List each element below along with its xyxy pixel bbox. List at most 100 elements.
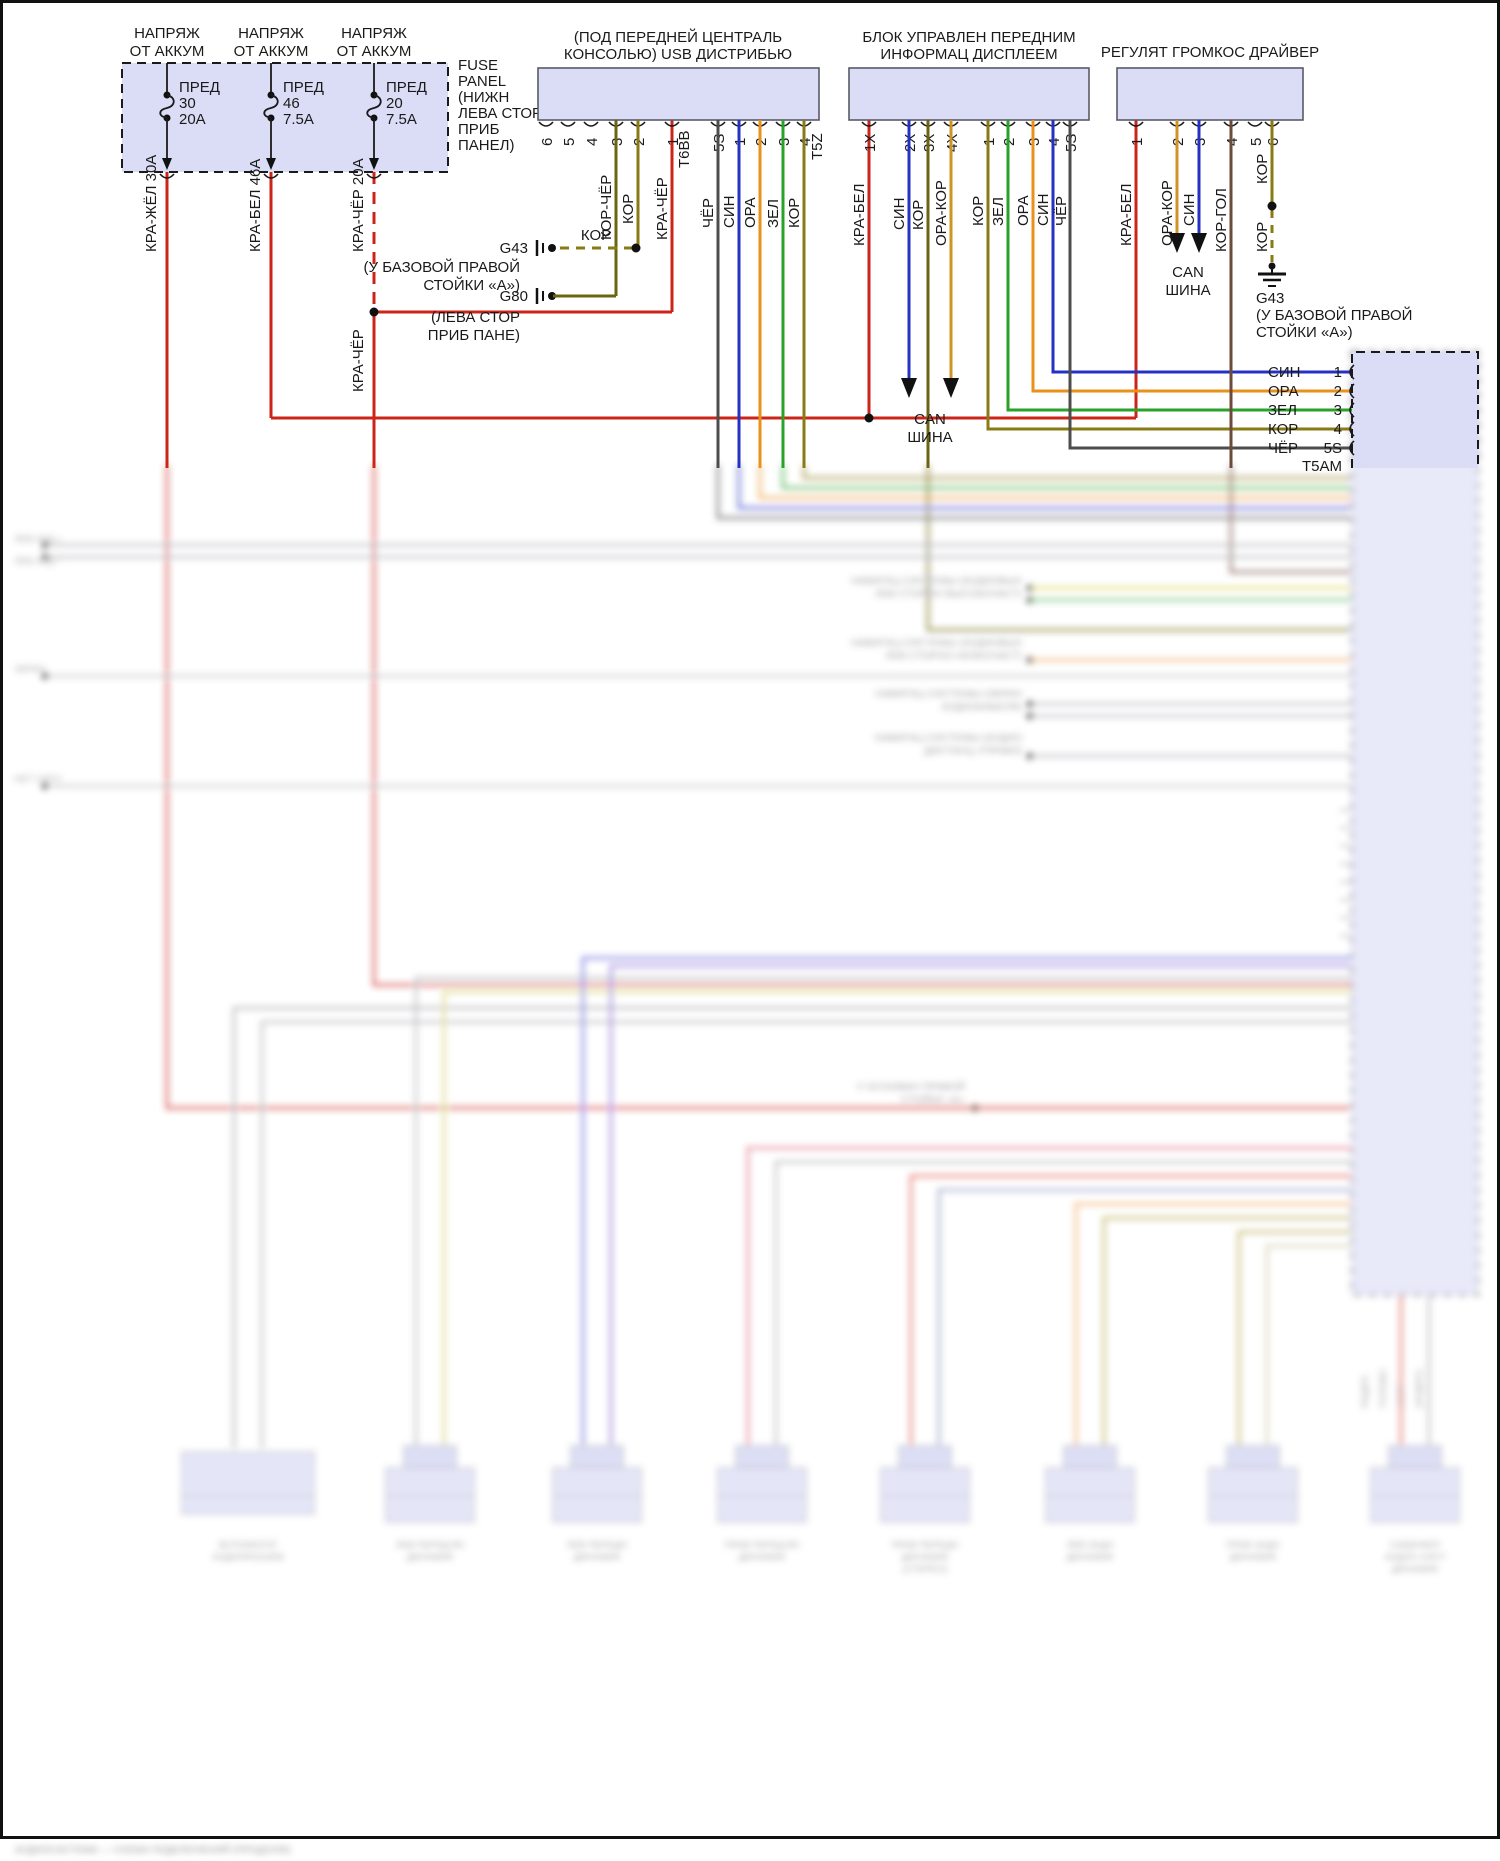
display-pin-1x: 1X [862, 134, 879, 152]
left-label-3: ЭКРАН [14, 664, 45, 675]
nav-label-4a: НАВИГАЦ СИСТЕМЫ (АУДИО [874, 732, 1022, 744]
svg-text:ДИНАМИК: ДИНАМИК [739, 1552, 786, 1563]
t5am-connector-box [1352, 352, 1478, 468]
svg-text:ДИНАМИК: ДИНАМИК [574, 1552, 621, 1563]
svg-text:АУДИО СИСТ: АУДИО СИСТ [1385, 1552, 1446, 1563]
battery-feed-label-2: НАПРЯЖ [238, 25, 304, 42]
fuse-symbols [159, 63, 382, 170]
usb-pin-5: 5 [561, 138, 578, 146]
display-control-title: БЛОК УПРАВЛЕН ПЕРЕДНИМ [862, 29, 1075, 46]
can-arrow-display-right [943, 378, 959, 398]
svg-text:ДИНАМИК: ДИНАМИК [1067, 1552, 1114, 1563]
wire-label-sin-2x: СИН [891, 198, 908, 230]
fuse-exit-ticks [159, 173, 382, 179]
battery-feed-label-1: НАПРЯЖ [134, 25, 200, 42]
svg-text:ПАНЕЛ): ПАНЕЛ) [458, 137, 514, 154]
wire-label-kra-bel-r1: КРА-БЕЛ [1118, 184, 1135, 246]
wire-label-kra-bel-1x: КРА-БЕЛ [851, 184, 868, 246]
svg-text:АУДИОРАЗЪЁМ: АУДИОРАЗЪЁМ [212, 1552, 284, 1563]
wire-label-ora-kor-4x: ОРА-КОР [933, 180, 950, 246]
watermark-text: АУДИОСИСТЕМА — СХЕМА ПОДКЛЮЧЕНИЙ (ПРОДОЛ… [15, 1843, 291, 1856]
g80-location: (ЛЕВА СТОР [431, 309, 520, 326]
svg-text:ДИНАМИК: ДИНАМИК [1230, 1552, 1277, 1563]
usb-pin-1: 1 [665, 138, 682, 146]
t5am-pin-5s: 5S [1324, 440, 1342, 457]
power-wires [165, 120, 1138, 468]
svg-text:(СТЕРЕО): (СТЕРЕО) [902, 1564, 947, 1575]
svg-text:ОТ АККУМ: ОТ АККУМ [130, 43, 205, 60]
wire-label-zel-d2: ЗЕЛ [990, 197, 1007, 226]
wire-label-ora-kor-r2: ОРА-КОР [1159, 180, 1176, 246]
t5am-wire-1: СИН [1268, 364, 1300, 381]
nav-label-1b: ЛЕВ СТОРОН ВЫСОКОЧАСТ) [875, 588, 1022, 600]
g80-name: G80 [500, 288, 528, 305]
left-label-4: НЕТ СИГН [14, 774, 61, 785]
main-unit-pin-stubs [1340, 809, 1352, 937]
svg-text:20А: 20А [179, 111, 206, 128]
wire-label-sin-d4: СИН [1035, 194, 1052, 226]
g43-left-location: (У БАЗОВОЙ ПРАВОЙ [364, 258, 520, 276]
wire-label-zel: ЗЕЛ [765, 199, 782, 228]
wire-label-kor-3x: КОР [910, 200, 927, 230]
wire-label-kor-cher: КОР-ЧЁР [598, 175, 615, 240]
left-signal-lines [41, 541, 1352, 790]
fuse-2-name: ПРЕД [283, 79, 324, 96]
t5am-wire-5s: ЧЁР [1268, 440, 1298, 457]
wire-label-cher-5s: ЧЁР [700, 198, 717, 228]
t5am-pin-ticks [1349, 364, 1355, 456]
main-unit-caption-4: (АУДИО) [1414, 1369, 1425, 1408]
svg-text:ДИНАМИК: ДИНАМИК [1392, 1564, 1439, 1575]
connector-6-label: ЛЕВ ЗАДН [1066, 1540, 1113, 1551]
wire-label-kor: КОР [620, 194, 637, 224]
connector-1-label: ВСПОМОГАТ [219, 1540, 278, 1551]
pillar-label-line1: У ОСНОВАН ПРАВОЙ [857, 1080, 965, 1093]
main-unit-caption-2: ГОЛОВН [1378, 1369, 1389, 1408]
can-arrow-regulator-left [1169, 233, 1185, 253]
svg-text:ОТ АККУМ: ОТ АККУМ [337, 43, 412, 60]
svg-text:PANEL: PANEL [458, 73, 506, 90]
svg-text:46: 46 [283, 95, 300, 112]
wire-label-ora: ОРА [742, 197, 759, 228]
fuse-panel-box [121, 62, 449, 173]
wire-label-kor-t5z: КОР [786, 198, 803, 228]
can-arrow-display-left [901, 378, 917, 398]
wire-label-ora-d3: ОРА [1015, 195, 1032, 226]
svg-text:СТОЙКИ «А»): СТОЙКИ «А») [1256, 323, 1353, 341]
wire-continuations [165, 465, 1352, 1110]
g43-right-name: G43 [1256, 290, 1284, 307]
nav-label-1a: НАВИГАЦ СИСТЕМЫ (АУДИОВЫХ [851, 575, 1022, 587]
svg-text:30: 30 [179, 95, 196, 112]
wire-label-kor-d1: КОР [970, 196, 987, 226]
wire-label-kra-cher-lower: КРА-ЧЁР [350, 329, 367, 392]
svg-text:20: 20 [386, 95, 403, 112]
wire-label-sin-r3: СИН [1181, 194, 1198, 226]
nav-stub-lines [1026, 584, 1352, 760]
t5am-wire-3: ЗЕЛ [1268, 402, 1297, 419]
left-label-1: ЛЕВ АУД + [14, 534, 62, 545]
usb-connector-name-t6bb: Т6ВВ [676, 130, 693, 168]
g43-left-wire-label: КОР [581, 227, 611, 244]
t5am-wire-2: ОРА [1268, 383, 1299, 400]
blurred-lower-region: ЛЕВ АУД + ЛЕВ АУД − ЭКРАН НЕТ СИГН НАВИГ… [14, 351, 1479, 1856]
svg-text:ЛЕВА СТОР: ЛЕВА СТОР [458, 105, 542, 122]
usb-pin-6: 6 [539, 138, 556, 146]
usb-pin-4: 4 [584, 138, 601, 146]
volume-regulator-title: РЕГУЛЯТ ГРОМКОС ДРАЙВЕР [1101, 43, 1319, 61]
left-label-2: ЛЕВ АУД − [14, 556, 62, 567]
g43-left-ground-icon [535, 240, 556, 256]
usb-distributor-title: (ПОД ПЕРЕДНЕЙ ЦЕНТРАЛЬ [574, 28, 782, 46]
nav-label-2b: ЛЕВ СТОРОН НИЗКОЧАСТ) [885, 650, 1022, 662]
connector-7-label: ПРАВ ЗАДН [1226, 1540, 1280, 1551]
wire-label-sin: СИН [721, 196, 738, 228]
usb-connector-name-t5z: T5Z [809, 133, 826, 160]
svg-text:ПРИБ: ПРИБ [458, 121, 500, 138]
g43-left-name: G43 [500, 240, 528, 257]
connector-3-label: ЛЕВ ПЕРЕДН [567, 1540, 628, 1551]
t5am-connector-name: Т5АМ [1302, 458, 1342, 475]
svg-text:ОТ АККУМ: ОТ АККУМ [234, 43, 309, 60]
can-arrow-regulator-right [1191, 233, 1207, 253]
usb-distributor-box [537, 67, 820, 121]
wire-label-kor-r6-lower: КОР [1254, 222, 1271, 252]
svg-text:7.5А: 7.5А [283, 111, 314, 128]
